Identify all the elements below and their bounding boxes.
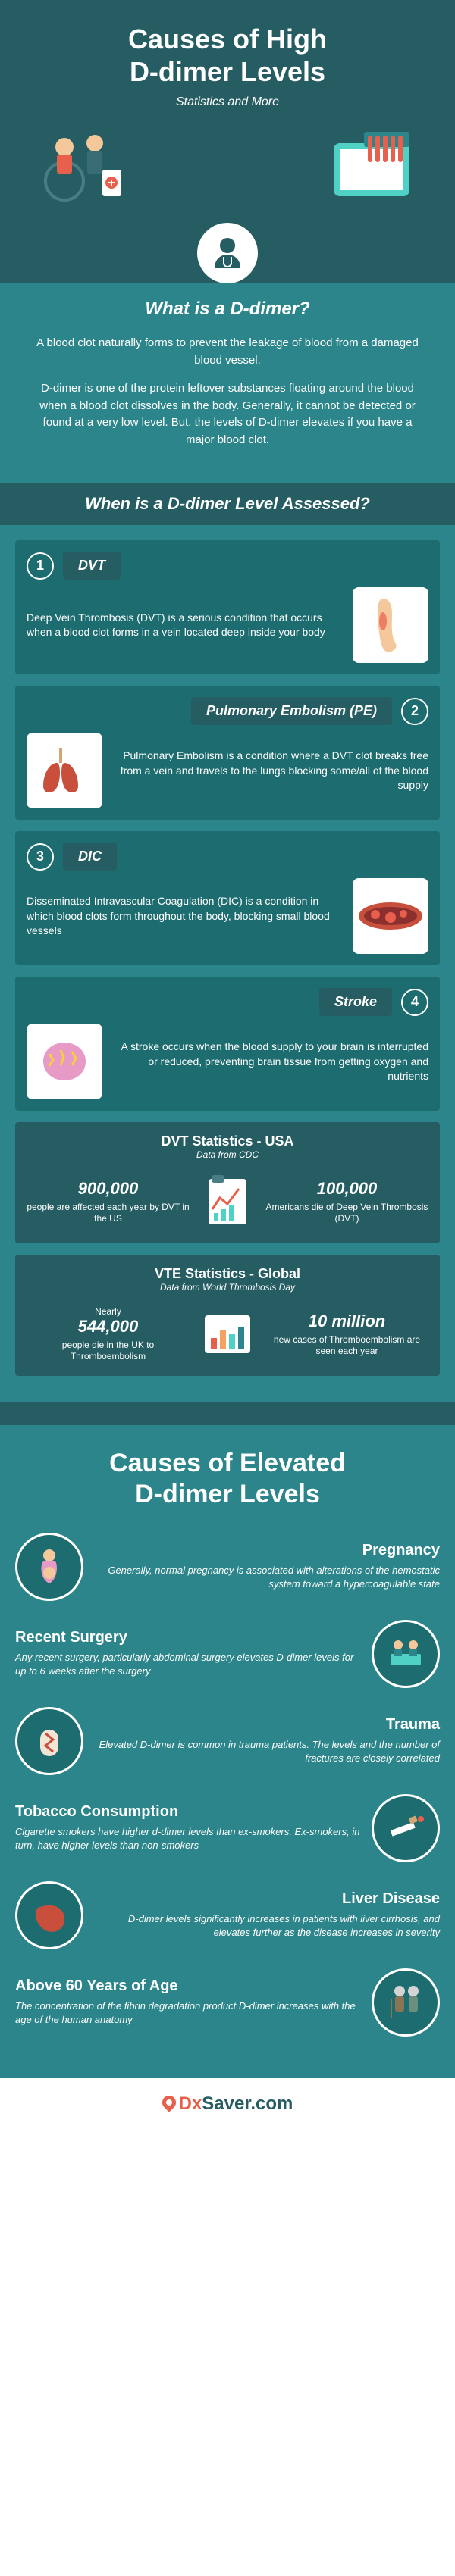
pregnancy-icon: [15, 1533, 83, 1601]
cond-label: Stroke: [319, 988, 392, 1016]
clipboard-chart-icon: [197, 1171, 258, 1232]
brand-saver: Saver.com: [202, 2093, 293, 2114]
cause-liver: Liver Disease D-dimer levels significant…: [15, 1881, 440, 1949]
stat-desc: people die in the UK to Thromboembolism: [27, 1340, 190, 1363]
lungs-icon: [27, 733, 102, 808]
cause-age: Above 60 Years of Age The concentration …: [15, 1968, 440, 2037]
cigarette-icon: [372, 1794, 440, 1862]
stat-desc: Americans die of Deep Vein Thrombosis (D…: [265, 1202, 428, 1225]
condition-stroke: Stroke 4 A stroke occurs when the blood …: [15, 977, 440, 1111]
causes-l1: Causes of Elevated: [109, 1449, 346, 1477]
doctor-avatar-icon: [197, 223, 258, 283]
cause-desc: D-dimer levels significantly increases i…: [95, 1912, 440, 1940]
stats-sub: Data from CDC: [27, 1149, 428, 1160]
title-l1: Causes of High: [128, 23, 327, 55]
divider: [0, 1402, 455, 1425]
dvt-stats: DVT Statistics - USA Data from CDC 900,0…: [15, 1122, 440, 1243]
causes-section: Causes of Elevated D-dimer Levels Pregna…: [0, 1425, 455, 2078]
hero-illustrations: [15, 124, 440, 208]
cond-label: DVT: [63, 552, 121, 580]
cause-name: Above 60 Years of Age: [15, 1977, 360, 1995]
cause-tobacco: Tobacco Consumption Cigarette smokers ha…: [15, 1794, 440, 1862]
cond-text: Pulmonary Embolism is a condition where …: [114, 749, 428, 793]
brain-icon: [27, 1024, 102, 1099]
causes-l2: D-dimer Levels: [135, 1480, 320, 1508]
elderly-icon: [372, 1968, 440, 2037]
stats-sub: Data from World Thrombosis Day: [27, 1282, 428, 1293]
footer: DxSaver.com: [0, 2078, 455, 2130]
cond-text: A stroke occurs when the blood supply to…: [114, 1039, 428, 1084]
condition-dvt: 1 DVT Deep Vein Thrombosis (DVT) is a se…: [15, 540, 440, 674]
assessed-section: 1 DVT Deep Vein Thrombosis (DVT) is a se…: [0, 525, 455, 1402]
cond-text: Deep Vein Thrombosis (DVT) is a serious …: [27, 611, 341, 640]
cond-number: 4: [401, 989, 428, 1016]
wheelchair-people-icon: [38, 128, 129, 204]
trauma-icon: [15, 1707, 83, 1775]
condition-pe: Pulmonary Embolism (PE) 2 Pulmonary Embo…: [15, 686, 440, 820]
cause-desc: Cigarette smokers have higher d-dimer le…: [15, 1825, 360, 1852]
cause-pregnancy: Pregnancy Generally, normal pregnancy is…: [15, 1533, 440, 1601]
hero-subtitle: Statistics and More: [15, 95, 440, 109]
cond-text: Disseminated Intravascular Coagulation (…: [27, 894, 341, 939]
causes-title: Causes of Elevated D-dimer Levels: [15, 1448, 440, 1510]
intro-p1: A blood clot naturally forms to prevent …: [30, 335, 425, 369]
intro-p2: D-dimer is one of the protein leftover s…: [30, 380, 425, 449]
stats-title: VTE Statistics - Global: [27, 1266, 428, 1282]
cause-desc: Generally, normal pregnancy is associate…: [95, 1564, 440, 1591]
vte-stats: VTE Statistics - Global Data from World …: [15, 1255, 440, 1376]
cause-surgery: Recent Surgery Any recent surgery, parti…: [15, 1620, 440, 1688]
cause-desc: Elevated D-dimer is common in trauma pat…: [95, 1738, 440, 1765]
stat-num: 544,000: [27, 1317, 190, 1336]
intro-section: What is a D-dimer? A blood clot naturall…: [0, 253, 455, 483]
cause-name: Pregnancy: [95, 1542, 440, 1559]
tablet-tubes-icon: [326, 128, 417, 204]
cond-number: 3: [27, 843, 54, 871]
cond-label: Pulmonary Embolism (PE): [191, 697, 392, 725]
intro-title: What is a D-dimer?: [30, 299, 425, 320]
title-l2: D-dimer Levels: [130, 56, 325, 87]
cause-trauma: Trauma Elevated D-dimer is common in tra…: [15, 1707, 440, 1775]
stat-num: 100,000: [265, 1179, 428, 1199]
hero-title: Causes of High D-dimer Levels: [15, 23, 440, 88]
cause-desc: Any recent surgery, particularly abdomin…: [15, 1651, 360, 1678]
cause-name: Trauma: [95, 1716, 440, 1733]
pin-icon: [159, 2093, 178, 2112]
cause-name: Recent Surgery: [15, 1629, 360, 1646]
cond-label: DIC: [63, 843, 117, 871]
stat-num: 10 million: [265, 1311, 428, 1331]
leg-icon: [353, 587, 428, 663]
blood-vessel-icon: [353, 878, 428, 954]
hero-section: Causes of High D-dimer Levels Statistics…: [0, 0, 455, 283]
stat-desc: new cases of Thromboembolism are seen ea…: [265, 1334, 428, 1358]
cond-number: 1: [27, 552, 54, 580]
cause-desc: The concentration of the fibrin degradat…: [15, 1999, 360, 2027]
condition-dic: 3 DIC Disseminated Intravascular Coagula…: [15, 831, 440, 965]
cond-number: 2: [401, 698, 428, 725]
stat-num: 900,000: [27, 1179, 190, 1199]
bar-chart-icon: [197, 1304, 258, 1365]
liver-icon: [15, 1881, 83, 1949]
surgery-icon: [372, 1620, 440, 1688]
stat-desc: people are affected each year by DVT in …: [27, 1202, 190, 1225]
brand-dx: Dx: [179, 2093, 202, 2114]
stat-pre: Nearly: [27, 1306, 190, 1317]
cause-name: Tobacco Consumption: [15, 1803, 360, 1821]
assessed-header: When is a D-dimer Level Assessed?: [0, 483, 455, 525]
cause-name: Liver Disease: [95, 1890, 440, 1908]
stats-title: DVT Statistics - USA: [27, 1133, 428, 1149]
